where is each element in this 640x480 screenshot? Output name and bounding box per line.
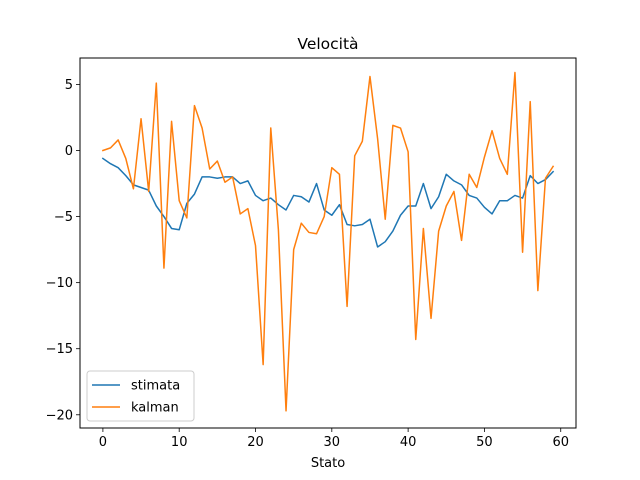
x-tick-label: 20: [247, 435, 264, 450]
series-line-stimata: [101, 157, 555, 248]
y-axis: 5 0 −5 −10 −15 −20: [46, 78, 80, 423]
axes-frame: [79, 57, 577, 429]
legend: stimata kalman: [86, 370, 195, 422]
y-tick-label: −5: [54, 210, 73, 225]
chart-title: Velocità: [297, 35, 358, 53]
x-axis-label: Stato: [311, 456, 345, 471]
series-line-kalman: [101, 71, 555, 412]
y-tick-label: 0: [65, 144, 73, 159]
x-tick-label: 30: [324, 435, 341, 450]
plot-area: [79, 57, 577, 429]
x-tick-label: 40: [400, 435, 417, 450]
x-tick-label: 50: [476, 435, 493, 450]
x-tick-label: 10: [171, 435, 188, 450]
y-tick-label: −20: [46, 408, 73, 423]
legend-label-kalman: kalman: [131, 401, 179, 416]
x-tick-label: 0: [99, 435, 107, 450]
legend-box: [86, 370, 195, 422]
legend-label-stimata: stimata: [131, 379, 180, 394]
series-layer: [101, 71, 555, 412]
x-tick-label: 60: [552, 435, 569, 450]
y-tick-label: 5: [65, 78, 73, 93]
x-axis: 0 10 20 30 40 50 60: [99, 428, 569, 450]
y-tick-label: −10: [46, 276, 73, 291]
y-tick-label: −15: [46, 342, 73, 357]
